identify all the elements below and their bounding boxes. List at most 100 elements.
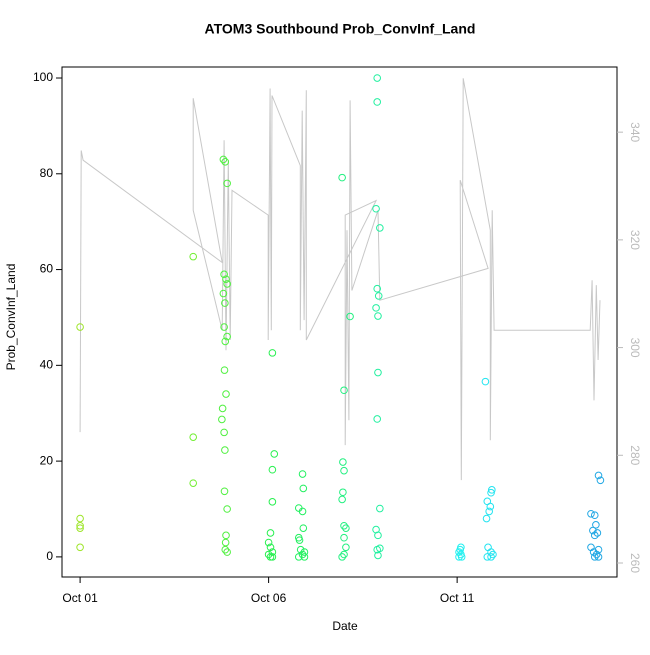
point	[222, 275, 230, 283]
point	[223, 179, 231, 188]
point	[219, 289, 228, 298]
y2-tick-label: 340	[628, 122, 642, 142]
point	[339, 458, 347, 466]
point	[594, 471, 603, 480]
y-tick-label: 80	[40, 166, 54, 180]
point	[220, 428, 228, 437]
point	[338, 173, 346, 182]
point	[373, 545, 382, 554]
point	[223, 505, 231, 513]
point	[376, 504, 384, 513]
point	[218, 404, 227, 413]
point	[223, 548, 231, 556]
point	[340, 533, 348, 542]
point	[372, 204, 380, 213]
x-tick-label: Oct 01	[62, 591, 98, 605]
y-tick-label: 100	[33, 70, 53, 84]
point	[221, 545, 230, 554]
point	[299, 524, 308, 532]
point	[486, 502, 495, 511]
point	[266, 529, 275, 537]
point	[76, 524, 84, 532]
point	[487, 548, 495, 556]
point	[221, 538, 230, 547]
point	[300, 553, 309, 561]
point	[221, 446, 229, 454]
point	[294, 553, 303, 561]
point	[268, 498, 277, 506]
point	[299, 484, 308, 493]
point	[189, 252, 198, 261]
point	[338, 495, 346, 504]
point	[594, 545, 603, 554]
point	[487, 553, 495, 561]
point	[220, 323, 228, 331]
point	[223, 332, 231, 341]
y2-tick-label: 300	[628, 338, 642, 358]
plot-frame	[61, 66, 618, 578]
line-series	[79, 78, 601, 481]
point	[268, 553, 277, 561]
y-tick-label: 40	[40, 358, 54, 372]
point	[222, 390, 230, 398]
point	[592, 521, 600, 529]
point	[339, 488, 347, 497]
point	[587, 509, 595, 518]
y2-tick-label: 260	[628, 553, 642, 573]
point	[487, 488, 495, 497]
point	[373, 415, 382, 423]
y-tick-label: 0	[46, 549, 53, 563]
point	[219, 155, 228, 164]
point	[340, 550, 348, 559]
point	[296, 545, 305, 554]
point	[374, 292, 383, 300]
point	[220, 487, 229, 496]
point	[222, 531, 230, 540]
point	[76, 521, 84, 530]
point	[264, 538, 273, 547]
point	[488, 486, 496, 494]
point	[374, 368, 382, 377]
point	[221, 299, 229, 307]
point	[223, 280, 231, 288]
point	[485, 507, 493, 516]
point	[266, 553, 275, 561]
point	[266, 543, 275, 552]
point	[340, 521, 348, 530]
point	[264, 550, 273, 559]
point	[342, 524, 350, 532]
point	[593, 529, 602, 537]
point	[189, 479, 198, 487]
point	[268, 548, 277, 556]
point	[592, 550, 601, 559]
y2-tick-label: 320	[628, 230, 642, 250]
point	[295, 536, 304, 544]
point	[268, 465, 277, 474]
point	[373, 98, 382, 106]
point	[298, 550, 307, 559]
point	[457, 553, 466, 561]
point	[373, 74, 382, 82]
point	[338, 553, 346, 561]
x-tick-label: Oct 11	[440, 591, 475, 605]
point	[373, 284, 382, 293]
y2-tick-label: 280	[628, 445, 642, 465]
point	[346, 312, 354, 321]
point	[300, 548, 309, 556]
y-tick-label: 60	[40, 262, 54, 276]
point	[590, 553, 599, 561]
point	[372, 304, 380, 312]
point	[221, 158, 230, 166]
point	[374, 551, 382, 560]
point	[483, 553, 492, 561]
point	[376, 224, 384, 232]
point	[189, 433, 198, 441]
point	[374, 531, 382, 540]
y-tick-label: 20	[40, 453, 54, 467]
point	[268, 349, 277, 357]
point	[220, 270, 228, 279]
point	[590, 511, 599, 520]
point	[374, 312, 382, 320]
